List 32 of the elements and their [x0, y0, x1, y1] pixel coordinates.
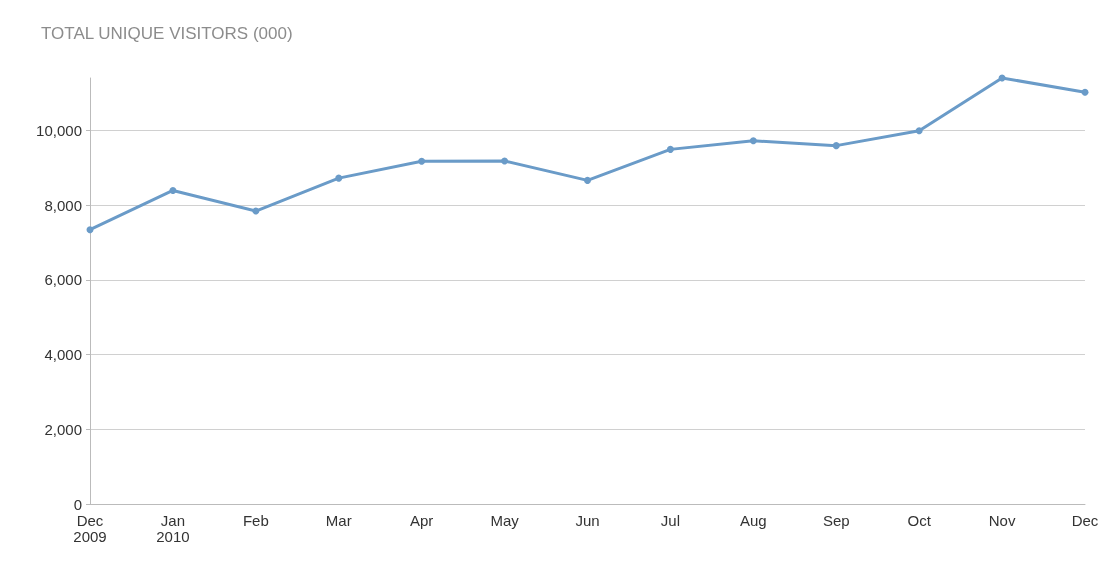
point	[169, 186, 177, 194]
y-tick-label: 0	[73, 495, 82, 513]
point	[749, 137, 757, 145]
x-tick-label: Dec 2009	[73, 511, 107, 545]
point	[1081, 88, 1089, 96]
x-tick-label: Jul	[660, 511, 681, 529]
x-tick-label: Mar	[325, 511, 352, 529]
x-tick-label: Dec	[1071, 511, 1099, 529]
x-tick-label: Sep	[822, 511, 850, 529]
x-tick-label: Jun	[575, 511, 600, 529]
point	[335, 174, 343, 182]
y-tick-label: 10,000	[36, 121, 82, 139]
x-tick-label: Apr	[409, 511, 434, 529]
point	[501, 157, 509, 165]
x-tick-label: Aug	[739, 511, 767, 529]
point	[252, 207, 260, 215]
point	[832, 142, 840, 150]
point	[584, 176, 591, 184]
y-tick-label: 4,000	[44, 346, 82, 364]
point	[418, 157, 426, 165]
x-tick-label: May	[490, 511, 520, 529]
x-tick-label: Nov	[988, 511, 1016, 529]
point	[666, 145, 674, 153]
x-tick-label: Jan 2010	[156, 511, 190, 545]
x-tick-label: Oct	[907, 511, 932, 529]
y-tick-label: 2,000	[44, 420, 82, 438]
y-tick-label: 6,000	[44, 271, 82, 289]
x-tick-label: Feb	[242, 511, 269, 529]
chart-title: TOTAL UNIQUE VISITORS (000)	[41, 24, 293, 43]
y-tick-label: 8,000	[44, 196, 82, 214]
point	[915, 127, 923, 135]
point	[86, 226, 94, 234]
